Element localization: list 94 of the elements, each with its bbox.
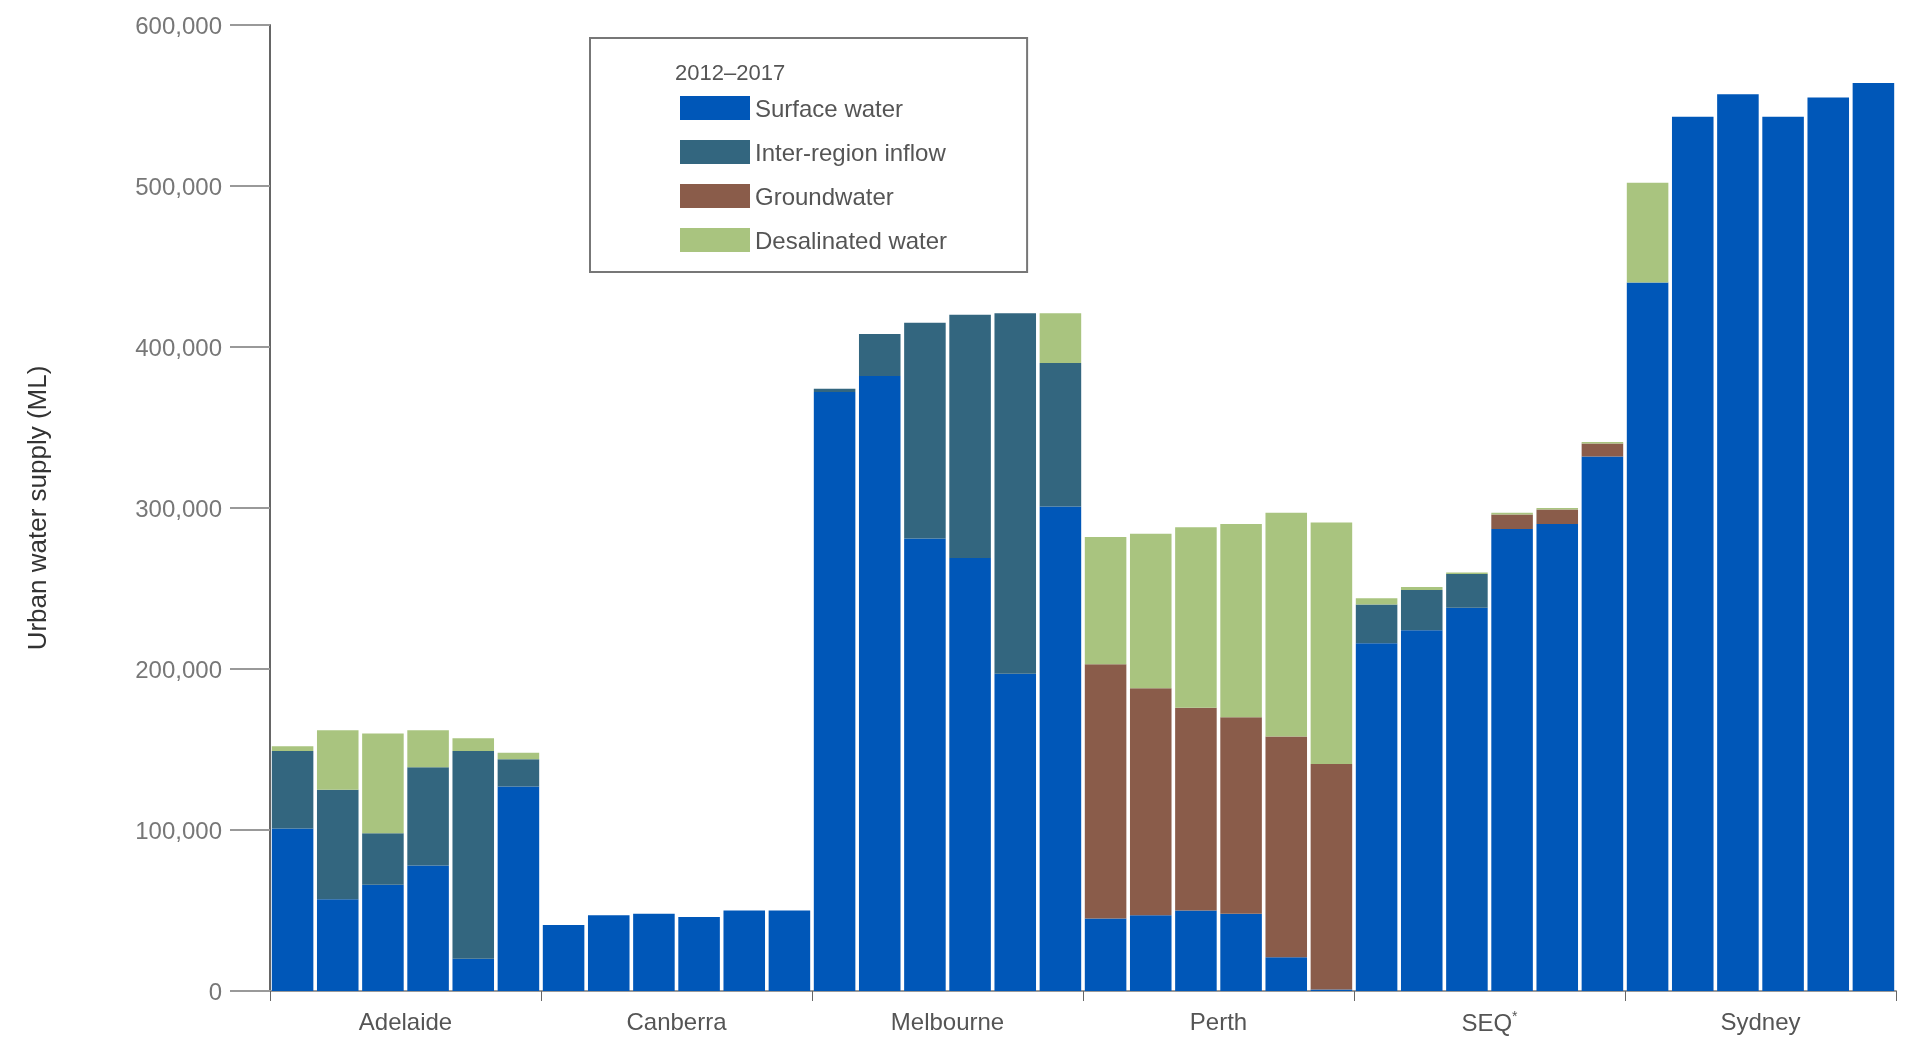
- bar: [1671, 116, 1714, 991]
- bar: [1491, 528, 1533, 991]
- bar: [1626, 182, 1669, 283]
- bar: [362, 733, 404, 834]
- bar: [1581, 443, 1624, 457]
- bar: [1129, 688, 1172, 916]
- bar: [949, 314, 991, 558]
- bar: [1310, 763, 1353, 990]
- legend-label: Inter-region inflow: [755, 138, 947, 166]
- bar: [1446, 574, 1488, 608]
- bar: [1175, 707, 1217, 911]
- bar: [1400, 586, 1443, 591]
- x-tick-label: SEQ*: [1461, 1008, 1519, 1036]
- bar: [1355, 604, 1398, 644]
- bar: [1220, 717, 1262, 914]
- legend-label: Desalinated water: [755, 226, 948, 254]
- bar: [1852, 82, 1895, 991]
- bar: [587, 915, 630, 991]
- bar: [1536, 524, 1579, 991]
- bar: [1039, 313, 1082, 364]
- bar: [904, 538, 946, 991]
- y-tick-label: 100,000: [135, 816, 222, 844]
- bar: [452, 958, 495, 991]
- bar: [271, 828, 314, 991]
- bar: [1265, 736, 1308, 958]
- x-tick-label: Sydney: [1720, 1007, 1801, 1035]
- bar: [1717, 94, 1759, 991]
- bar: [1491, 514, 1533, 529]
- legend-title: 2012–2017: [675, 59, 786, 85]
- bar: [316, 730, 359, 790]
- bar: [452, 751, 495, 959]
- bar: [1039, 363, 1082, 507]
- bar: [1129, 533, 1172, 689]
- bar: [813, 388, 856, 393]
- bar: [1084, 664, 1127, 919]
- bar: [1807, 97, 1850, 991]
- bar: [316, 899, 359, 991]
- bar: [1581, 456, 1624, 991]
- bar: [271, 751, 314, 829]
- bar: [994, 313, 1037, 674]
- bar: [542, 924, 585, 991]
- bar: [1446, 607, 1488, 991]
- bar: [723, 910, 766, 991]
- bar: [1355, 598, 1398, 605]
- bar: [407, 730, 449, 768]
- bar: [1400, 590, 1443, 631]
- bar: [1310, 522, 1353, 764]
- bar: [407, 767, 449, 866]
- bar: [904, 322, 946, 539]
- bar: [1355, 643, 1398, 991]
- bar: [858, 375, 901, 991]
- y-tick-label: 500,000: [135, 172, 222, 200]
- bar: [1265, 512, 1308, 737]
- y-tick-label: 600,000: [135, 11, 222, 39]
- x-tick-label: Melbourne: [890, 1007, 1005, 1035]
- y-tick-label: 400,000: [135, 333, 222, 361]
- bar: [1762, 116, 1804, 991]
- bar: [452, 738, 495, 752]
- legend-label: Groundwater: [755, 182, 894, 210]
- y-tick-label: 300,000: [135, 494, 222, 522]
- bar: [633, 913, 675, 991]
- x-tick-label: Adelaide: [358, 1007, 453, 1035]
- bar: [497, 759, 540, 787]
- x-tick-label: Perth: [1189, 1007, 1248, 1035]
- bar: [1536, 509, 1579, 525]
- bar: [1084, 918, 1127, 991]
- bar: [1220, 913, 1262, 991]
- bar: [1129, 915, 1172, 991]
- bar: [949, 557, 991, 991]
- x-tick-label: Canberra: [626, 1007, 728, 1035]
- bar: [362, 833, 404, 885]
- bar: [678, 916, 720, 991]
- y-tick-label: 0: [208, 977, 222, 1005]
- bar: [407, 865, 449, 991]
- bar: [1084, 536, 1127, 665]
- bar: [994, 673, 1037, 991]
- bar: [858, 334, 901, 376]
- y-tick-label: 200,000: [135, 655, 222, 683]
- bar: [813, 392, 856, 991]
- bar: [1265, 957, 1308, 991]
- bar: [1400, 630, 1443, 991]
- bar: [1626, 282, 1669, 991]
- bar: [768, 910, 811, 991]
- bar: [1175, 910, 1217, 991]
- bar: [316, 789, 359, 900]
- bar: [271, 746, 314, 752]
- bar: [362, 884, 404, 991]
- bar: [1039, 506, 1082, 991]
- bar: [1220, 524, 1262, 718]
- bar: [497, 786, 540, 991]
- legend-label: Surface water: [755, 94, 904, 122]
- bar: [497, 752, 540, 760]
- y-axis-title: Urban water supply (ML): [22, 365, 52, 651]
- bar: [1175, 527, 1217, 708]
